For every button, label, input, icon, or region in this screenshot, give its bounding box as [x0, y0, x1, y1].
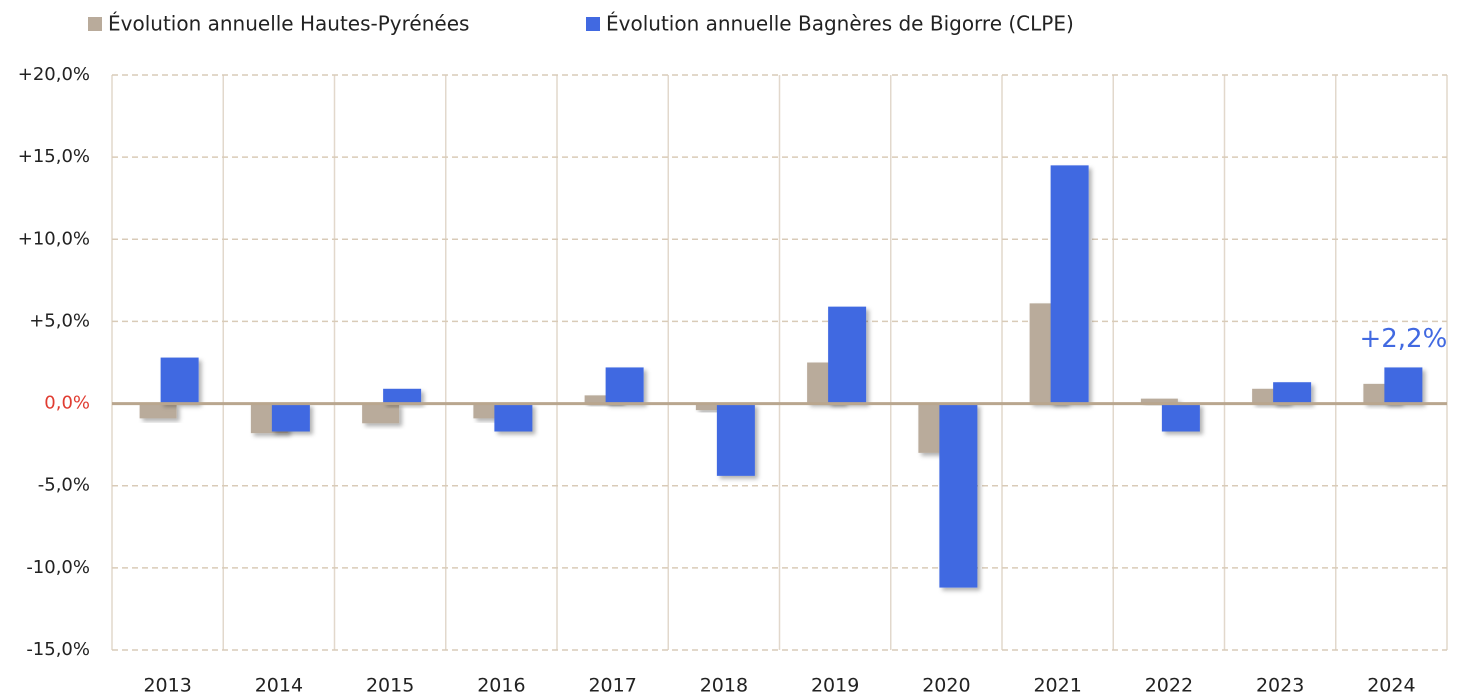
y-tick-label: +15,0% — [18, 146, 90, 167]
x-tick-label: 2021 — [1033, 675, 1081, 696]
bar — [1273, 382, 1312, 404]
x-tick-label: 2020 — [922, 675, 970, 696]
bar — [383, 388, 422, 404]
y-tick-label: -5,0% — [38, 475, 90, 496]
bar — [695, 403, 733, 411]
x-tick-label: 2022 — [1145, 675, 1193, 696]
legend-swatch — [88, 17, 102, 31]
x-tick-label: 2018 — [700, 675, 748, 696]
bar — [139, 403, 177, 419]
bar — [271, 403, 310, 432]
y-tick-label: -10,0% — [26, 557, 90, 578]
bar — [1140, 398, 1178, 404]
bar — [494, 403, 533, 432]
legend-label: Évolution annuelle Bagnères de Bigorre (… — [606, 12, 1074, 36]
x-tick-label: 2023 — [1256, 675, 1304, 696]
bar — [828, 306, 867, 404]
bar — [1050, 165, 1089, 404]
bar — [1161, 403, 1200, 432]
legend-label: Évolution annuelle Hautes-Pyrénées — [108, 12, 469, 36]
x-tick-label: 2015 — [366, 675, 414, 696]
bar — [160, 357, 199, 404]
y-tick-label: 0,0% — [44, 393, 90, 414]
x-tick-label: 2013 — [143, 675, 191, 696]
x-tick-label: 2014 — [255, 675, 303, 696]
x-tick-label: 2017 — [588, 675, 636, 696]
bar — [584, 395, 622, 404]
data-label: +2,2% — [1359, 324, 1447, 354]
legend-swatch — [586, 17, 600, 31]
bar — [939, 403, 978, 588]
bar — [362, 403, 400, 424]
x-tick-label: 2024 — [1367, 675, 1415, 696]
y-tick-label: -15,0% — [26, 639, 90, 660]
x-tick-label: 2016 — [477, 675, 525, 696]
bar — [716, 403, 755, 476]
y-tick-label: +20,0% — [18, 64, 90, 85]
x-tick-label: 2019 — [811, 675, 859, 696]
y-tick-label: +10,0% — [18, 228, 90, 249]
bar — [605, 367, 644, 404]
bar — [1384, 367, 1423, 404]
y-tick-label: +5,0% — [29, 310, 90, 331]
